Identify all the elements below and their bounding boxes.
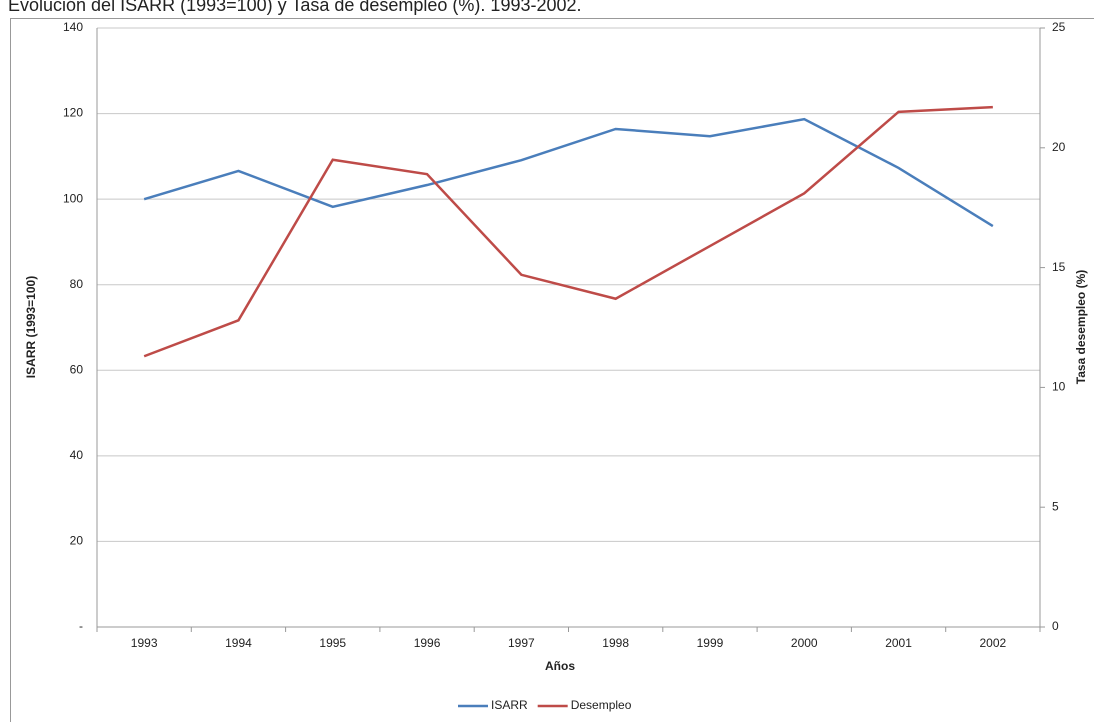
x-tick-label: 1993: [131, 636, 158, 650]
y2-tick-label: 10: [1052, 380, 1066, 394]
y2-axis-label: Tasa desempleo (%): [1074, 270, 1088, 384]
y-tick-label: 140: [63, 20, 83, 34]
series-line: [143, 105, 993, 358]
chart-title: Evolución del ISARR (1993=100) y Tasa de…: [8, 0, 582, 15]
x-tick-label: 1999: [697, 636, 724, 650]
x-tick-label: 1994: [225, 636, 252, 650]
y-axis-label: ISARR (1993=100): [24, 276, 38, 378]
y2-tick-label: 0: [1052, 619, 1059, 633]
y-tick-label: 80: [70, 277, 84, 291]
y2-tick-label: 20: [1052, 140, 1066, 154]
y-tick-label: -: [79, 619, 83, 633]
y2-tick-label: 25: [1052, 20, 1066, 34]
y-tick-label: 120: [63, 106, 83, 120]
x-tick-label: 1996: [414, 636, 441, 650]
legend-label: ISARR: [491, 698, 528, 712]
y2-tick-label: 5: [1052, 499, 1059, 513]
chart-frame: [10, 18, 1094, 722]
y2-tick-label: 15: [1052, 260, 1066, 274]
series-line: [143, 117, 994, 228]
y-tick-label: 20: [70, 534, 84, 548]
x-tick-label: 1997: [508, 636, 535, 650]
x-tick-label: 2001: [885, 636, 912, 650]
y-tick-label: 40: [70, 448, 84, 462]
x-tick-label: 2002: [979, 636, 1006, 650]
x-tick-label: 1995: [319, 636, 346, 650]
x-tick-label: 2000: [791, 636, 818, 650]
legend-label: Desempleo: [571, 698, 632, 712]
y-tick-label: 60: [70, 362, 84, 376]
y-tick-label: 100: [63, 191, 83, 205]
x-axis-label: Años: [545, 659, 575, 673]
x-tick-label: 1998: [602, 636, 629, 650]
